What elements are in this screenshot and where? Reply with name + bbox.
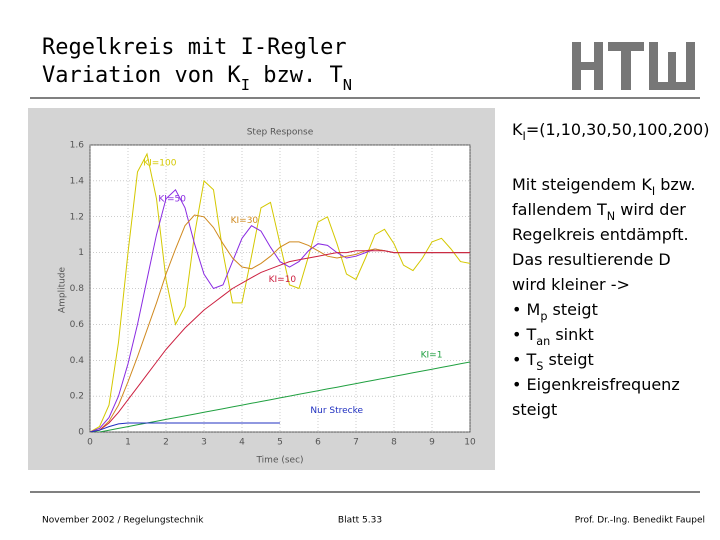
- y-tick-label: 0.4: [70, 356, 85, 366]
- x-tick-label: 10: [464, 438, 476, 448]
- y-tick-label: 0.8: [70, 284, 85, 294]
- header-text-part: =(1,10,30,50,100,200): [526, 120, 710, 139]
- bullet-line: Das resultierende D: [512, 250, 671, 269]
- series-label: Nur Strecke: [310, 406, 363, 416]
- y-tick-label: 1.2: [70, 212, 84, 222]
- bullet-line: • Tan sinkt: [512, 325, 594, 348]
- footer-center: Blatt 5.33: [338, 516, 382, 526]
- header-text: KI=(1,10,30,50,100,200): [512, 120, 709, 143]
- bullet-line-part: wird kleiner ->: [512, 275, 630, 294]
- series-line: [90, 361, 470, 432]
- y-tick-label: 1.4: [70, 176, 85, 186]
- series-line: [90, 152, 470, 432]
- x-tick-label: 8: [391, 438, 397, 448]
- title-line: Regelkreis mit I-Regler: [42, 35, 347, 60]
- bullet-line-part: steigt: [543, 350, 593, 369]
- title-line: Variation von KI bzw. TN: [42, 63, 352, 94]
- x-tick-label: 5: [277, 438, 283, 448]
- bullet-line: fallendem TN wird der: [512, 200, 686, 223]
- bullet-line-part: steigt: [547, 300, 597, 319]
- series-label: KI=30: [231, 216, 259, 226]
- bullet-line-part: an: [536, 335, 550, 348]
- bullet-line-part: N: [607, 210, 615, 223]
- bullet-line-part: Mit steigendem K: [512, 175, 652, 194]
- y-axis-label: Amplitude: [58, 266, 68, 313]
- bullet-line-part: • T: [512, 350, 537, 369]
- x-tick-label: 1: [125, 438, 131, 448]
- bullet-line-part: sinkt: [550, 325, 594, 344]
- bullet-line-part: Regelkreis entdämpft.: [512, 225, 689, 244]
- bullet-line-part: • M: [512, 300, 540, 319]
- title-line-part: Variation von K: [42, 63, 241, 88]
- footer-right: Prof. Dr.-Ing. Benedikt Faupel: [575, 516, 705, 526]
- bullet-line: wird kleiner ->: [512, 275, 630, 294]
- bullet-line-part: steigt: [512, 400, 557, 419]
- y-tick-label: 1: [78, 248, 84, 258]
- series-label: KI=100: [143, 158, 177, 168]
- x-tick-label: 0: [87, 438, 93, 448]
- bullet-line-part: • Eigenkreisfrequenz: [512, 375, 680, 394]
- bullet-line-part: • T: [512, 325, 537, 344]
- y-tick-label: 1.6: [70, 141, 85, 151]
- header-text-part: I: [523, 130, 526, 143]
- y-tick-label: 0: [78, 428, 84, 438]
- bullet-line: Regelkreis entdämpft.: [512, 225, 689, 244]
- bullet-line-part: p: [540, 310, 547, 323]
- bullet-line: • TS steigt: [512, 350, 594, 373]
- series-label: KI=10: [269, 275, 297, 285]
- chart-title: Step Response: [247, 128, 314, 138]
- bullet-line-part: S: [536, 360, 543, 373]
- x-tick-label: 2: [163, 438, 169, 448]
- x-tick-label: 4: [239, 438, 245, 448]
- bullet-line: Mit steigendem KI bzw.: [512, 175, 695, 198]
- bullet-line: • Eigenkreisfrequenz: [512, 375, 680, 394]
- header-text-part: K: [512, 120, 523, 139]
- title-line-part: bzw. T: [250, 63, 343, 88]
- series-label: KI=50: [158, 194, 186, 204]
- x-tick-label: 6: [315, 438, 321, 448]
- bullet-line-part: Das resultierende D: [512, 250, 671, 269]
- bullet-line-part: bzw.: [655, 175, 695, 194]
- title-line-part: Regelkreis mit I-Regler: [42, 35, 347, 60]
- x-tick-label: 9: [429, 438, 435, 448]
- bullet-line: • Mp steigt: [512, 300, 598, 323]
- footer-left: November 2002 / Regelungstechnik: [42, 516, 204, 526]
- series-label: KI=1: [421, 350, 443, 360]
- series-line: [90, 422, 280, 432]
- title-line-part: N: [343, 76, 352, 94]
- bullet-line-part: fallendem T: [512, 200, 607, 219]
- bullet-line-part: wird der: [615, 200, 686, 219]
- bullet-line: steigt: [512, 400, 557, 419]
- x-tick-label: 7: [353, 438, 359, 448]
- bullet-line-part: I: [652, 185, 655, 198]
- y-tick-label: 0.6: [70, 320, 85, 330]
- y-tick-label: 0.2: [70, 392, 84, 402]
- series-line: [90, 250, 470, 432]
- logo: [572, 42, 695, 90]
- x-axis-label: Time (sec): [255, 456, 303, 466]
- x-tick-label: 3: [201, 438, 207, 448]
- title-line-part: I: [241, 76, 250, 94]
